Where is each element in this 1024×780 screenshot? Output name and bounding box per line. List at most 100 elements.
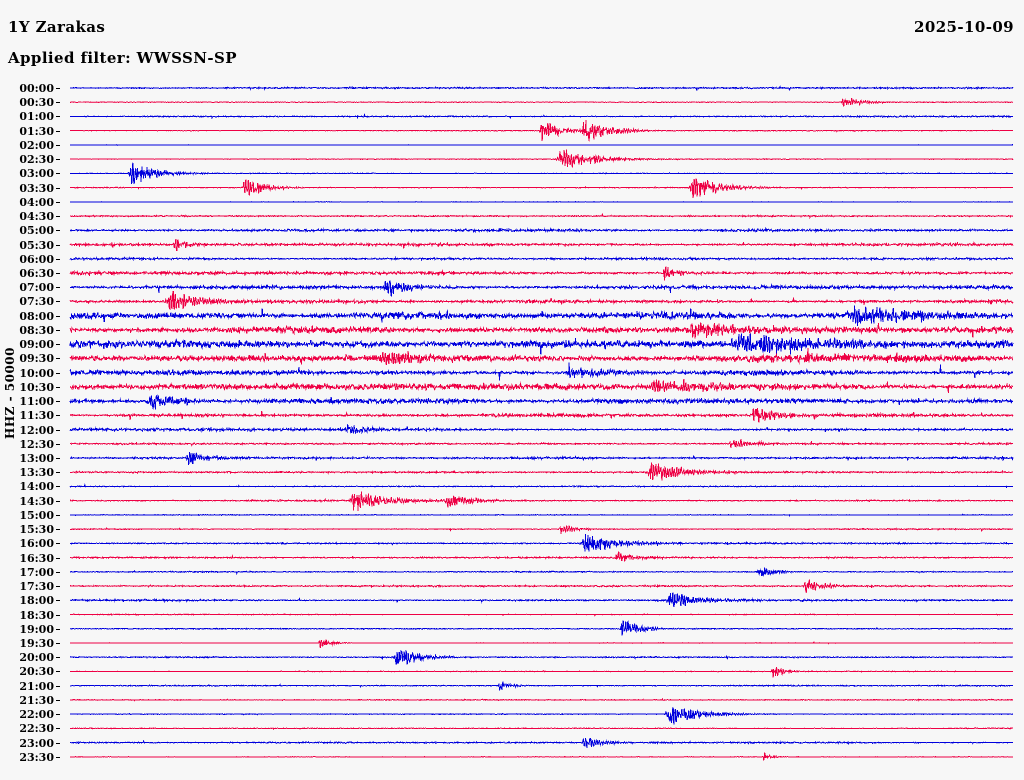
- time-tick-label: 18:00: [19, 594, 54, 608]
- trace-row: [69, 462, 1014, 481]
- time-tick-mark: [56, 685, 60, 687]
- trace-row: [69, 333, 1014, 355]
- trace-row: [69, 162, 1014, 184]
- time-tick-label: 11:30: [19, 409, 54, 423]
- time-tick-mark: [56, 586, 60, 588]
- time-tick-mark: [56, 742, 60, 744]
- record-date: 2025-10-09: [914, 18, 1014, 36]
- time-tick-mark: [56, 244, 60, 246]
- time-tick-label: 13:00: [19, 451, 54, 465]
- time-tick-mark: [56, 429, 60, 431]
- trace-row: [69, 423, 1014, 435]
- trace-row: [69, 737, 1014, 749]
- time-tick-mark: [56, 216, 60, 218]
- time-tick-label: 06:00: [19, 252, 54, 266]
- trace-row: [69, 305, 1014, 327]
- time-tick-label: 04:00: [19, 195, 54, 209]
- trace-row: [70, 85, 1014, 91]
- time-tick-mark: [56, 671, 60, 673]
- time-tick-mark: [56, 159, 60, 161]
- trace-row: [69, 650, 1014, 665]
- seismogram-traces: [69, 85, 1014, 761]
- trace-row: [69, 639, 1014, 648]
- time-tick-label: 13:30: [19, 466, 54, 480]
- trace-row: [69, 613, 1013, 617]
- trace-row: [69, 200, 1014, 203]
- time-tick-mark: [56, 543, 60, 545]
- time-tick-mark: [56, 187, 60, 189]
- time-tick-label: 07:00: [19, 281, 54, 295]
- time-tick-label: 20:30: [19, 665, 54, 679]
- time-tick-mark: [56, 529, 60, 531]
- trace-row: [69, 238, 1014, 252]
- time-tick-label: 10:30: [19, 380, 54, 394]
- time-tick-label: 22:00: [19, 708, 54, 722]
- time-tick-mark: [56, 344, 60, 346]
- time-tick-label: 00:30: [19, 96, 54, 110]
- time-tick-mark: [56, 401, 60, 403]
- trace-row: [70, 280, 1014, 297]
- trace-row: [69, 178, 1014, 199]
- time-tick-label: 09:00: [19, 338, 54, 352]
- station-title: 1Y Zarakas: [8, 18, 106, 36]
- trace-row: [69, 697, 1014, 702]
- time-tick-label: 08:00: [19, 309, 54, 323]
- time-tick-label: 09:30: [19, 352, 54, 366]
- trace-row: [69, 144, 1014, 146]
- time-tick-label: 17:00: [19, 565, 54, 579]
- trace-canvas: [0, 78, 1024, 768]
- trace-row: [69, 727, 1014, 731]
- trace-row: [69, 322, 1014, 339]
- time-tick-mark: [56, 514, 60, 516]
- time-tick-mark: [56, 443, 60, 445]
- time-tick-label: 08:30: [19, 323, 54, 337]
- time-tick-mark: [56, 301, 60, 303]
- time-tick-mark: [56, 571, 60, 573]
- time-tick-mark: [56, 315, 60, 317]
- time-tick-mark: [56, 756, 60, 758]
- trace-row: [69, 666, 1014, 678]
- trace-row: [69, 620, 1014, 636]
- time-tick-mark: [56, 415, 60, 417]
- trace-row: [69, 706, 1014, 725]
- applied-filter-label: Applied filter: WWSSN-SP: [8, 49, 237, 67]
- trace-row: [69, 227, 1014, 234]
- time-tick-mark: [56, 600, 60, 602]
- time-tick-label: 16:30: [19, 551, 54, 565]
- time-tick-mark: [56, 557, 60, 559]
- time-tick-label: 22:30: [19, 722, 54, 736]
- time-tick-label: 15:00: [19, 508, 54, 522]
- time-tick-mark: [56, 628, 60, 630]
- time-tick-mark: [56, 372, 60, 374]
- time-tick-mark: [56, 102, 60, 104]
- time-tick-label: 17:30: [19, 580, 54, 594]
- time-tick-label: 03:00: [19, 167, 54, 181]
- time-tick-label: 20:00: [19, 651, 54, 665]
- time-tick-mark: [56, 130, 60, 132]
- time-tick-label: 05:00: [19, 224, 54, 238]
- time-tick-mark: [56, 699, 60, 701]
- time-tick-mark: [56, 88, 60, 89]
- time-tick-mark: [56, 728, 60, 730]
- helicorder-plot: 00:00 00:30 01:00 01:30 02:00 02:30 03:00 03:30…: [0, 78, 1024, 768]
- time-tick-mark: [56, 144, 60, 146]
- trace-row: [69, 149, 1014, 169]
- time-tick-mark: [56, 329, 60, 331]
- time-tick-label: 18:30: [19, 608, 54, 622]
- trace-row: [69, 394, 1014, 410]
- trace-row: [69, 534, 1014, 552]
- trace-row: [69, 212, 1014, 220]
- time-tick-label: 12:30: [19, 437, 54, 451]
- trace-row: [69, 483, 1014, 489]
- time-tick-label: 21:00: [19, 679, 54, 693]
- time-tick-label: 23:30: [19, 750, 54, 764]
- trace-row: [69, 439, 1014, 448]
- time-tick-label: 11:00: [19, 395, 54, 409]
- time-tick-label: 19:00: [19, 622, 54, 636]
- trace-row: [69, 592, 1014, 607]
- time-tick-label: 14:00: [19, 480, 54, 494]
- trace-row: [69, 579, 1014, 593]
- time-tick-mark: [56, 657, 60, 659]
- trace-row: [69, 551, 1014, 562]
- time-tick-mark: [56, 642, 60, 644]
